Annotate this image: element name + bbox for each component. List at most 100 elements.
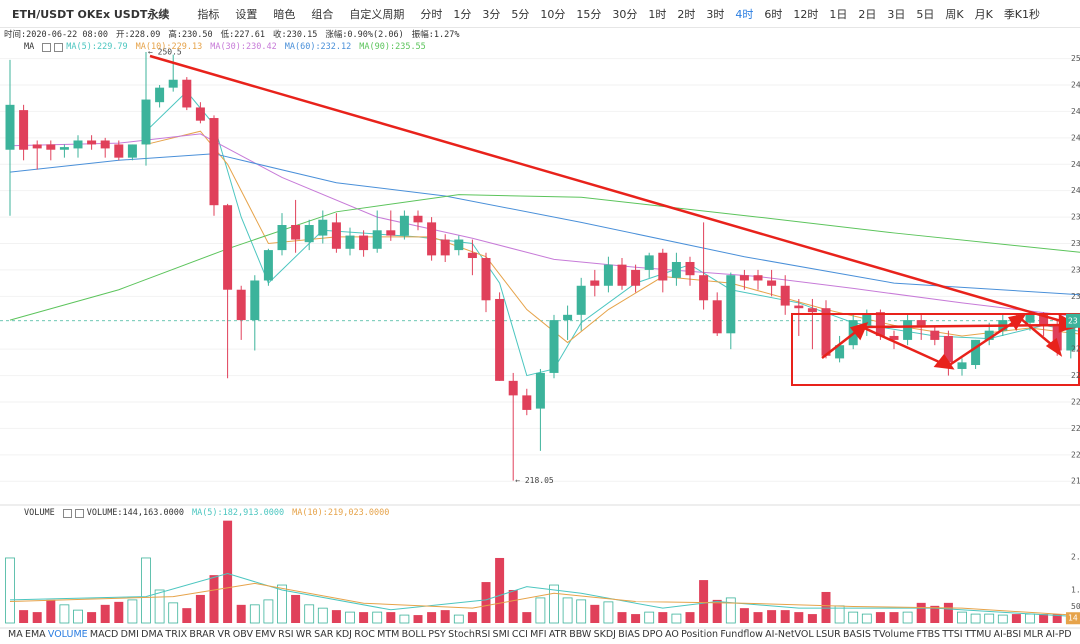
period-button[interactable]: 月K — [974, 7, 993, 21]
period-button[interactable]: 分时 — [420, 7, 443, 21]
period-button[interactable]: 5分 — [511, 7, 530, 21]
info-field: 振幅:1.27% — [411, 30, 460, 40]
indicator-tab[interactable]: ATR — [548, 629, 567, 640]
indicator-tab[interactable]: TRIX — [165, 629, 188, 640]
settings-box[interactable] — [62, 509, 72, 518]
info-field: 时间:2020-06-22 08:00 — [4, 30, 108, 40]
settings-box[interactable] — [54, 43, 64, 52]
toolbar: ETH/USDT OKEx USDT永续 指标 设置 暗色 组合 自定义周期 分时 1分 3分 5… — [0, 0, 1080, 28]
volume-bar — [767, 610, 777, 623]
toolbar-button[interactable]: 指标 — [197, 7, 220, 21]
level-arrow — [861, 323, 1069, 329]
period-button[interactable]: 4时 — [735, 7, 754, 21]
volume-bar — [304, 604, 315, 624]
indicator-tab[interactable]: MA — [8, 629, 23, 640]
custom-period[interactable]: 自定义周期 — [349, 7, 405, 21]
volume-bar — [481, 582, 491, 623]
volume-bar — [753, 612, 763, 623]
period-button[interactable]: 5日 — [916, 7, 935, 21]
indicator-tab[interactable]: TTSI — [942, 629, 963, 640]
indicator-tab[interactable]: MTM — [377, 629, 400, 640]
candle-body — [168, 79, 178, 88]
indicator-tab[interactable]: WR — [295, 629, 312, 640]
period-button[interactable]: 2时 — [677, 7, 696, 21]
candle-body — [835, 345, 845, 359]
y-tick-label: 24 — [1071, 133, 1080, 142]
indicator-tab[interactable]: DMI — [120, 629, 139, 640]
period-button[interactable]: 季K — [1003, 7, 1023, 21]
volume-bar — [576, 599, 587, 624]
candle-body — [223, 205, 233, 290]
indicator-tab[interactable]: ROC — [354, 629, 375, 640]
candle-body — [685, 261, 695, 276]
period-button[interactable]: 1日 — [829, 7, 848, 21]
indicator-tab[interactable]: MACD — [89, 629, 119, 640]
indicator-tab[interactable]: EMV — [255, 629, 276, 640]
period-button[interactable]: 2日 — [858, 7, 877, 21]
indicator-tab[interactable]: TTMU — [964, 629, 992, 640]
settings-box[interactable] — [42, 43, 52, 52]
period-button[interactable]: 12时 — [793, 7, 819, 21]
indicator-tab[interactable]: VR — [217, 629, 231, 640]
price-annotation: ← 218.05 — [515, 476, 554, 485]
indicator-tab[interactable]: VOLUME — [47, 629, 88, 640]
volume-bar — [644, 611, 655, 624]
indicator-tab[interactable]: KDJ — [335, 629, 352, 640]
period-button[interactable]: 3日 — [887, 7, 906, 21]
volume-bar — [807, 614, 817, 623]
period-button[interactable]: 1分 — [453, 7, 472, 21]
indicator-tab[interactable]: BASIS — [843, 629, 871, 640]
volume-bar — [331, 610, 341, 623]
period-button[interactable]: 10分 — [540, 7, 566, 21]
indicator-tab[interactable]: Fundflow — [720, 629, 763, 640]
period-button[interactable]: 3时 — [706, 7, 725, 21]
indicator-tab[interactable]: StochRSI — [448, 629, 491, 640]
indicator-tab[interactable]: BIAS — [618, 629, 641, 640]
toolbar-button[interactable]: 设置 — [235, 7, 258, 21]
refresh-rate[interactable]: 1秒 — [1022, 7, 1040, 21]
indicator-tab[interactable]: TVolume — [873, 629, 915, 640]
settings-box[interactable] — [74, 509, 84, 518]
period-button[interactable]: 30分 — [612, 7, 638, 21]
period-button[interactable]: 3分 — [482, 7, 501, 21]
volume-bar — [100, 604, 110, 623]
volume-value: MA(10):219,023.0000 — [292, 508, 390, 518]
indicator-tab[interactable]: Position — [681, 629, 719, 640]
ma-line — [9, 153, 1080, 296]
indicator-tab[interactable]: BOLL — [401, 629, 427, 640]
indicator-tab[interactable]: DPO — [642, 629, 663, 640]
indicator-tab[interactable]: MFI — [530, 629, 547, 640]
indicator-tab[interactable]: MLR — [1023, 629, 1044, 640]
period-button[interactable]: 15分 — [576, 7, 602, 21]
indicator-tab[interactable]: AI-PD — [1045, 629, 1072, 640]
symbol-title[interactable]: ETH/USDT OKEx USDT永续 — [12, 7, 170, 21]
indicator-tab[interactable]: SKDJ — [593, 629, 616, 640]
indicator-tab[interactable]: AI-BSI — [993, 629, 1022, 640]
volume-bar — [114, 601, 124, 623]
period-button[interactable]: 6时 — [764, 7, 783, 21]
volume-bar — [19, 610, 29, 623]
indicator-tab[interactable]: SAR — [314, 629, 334, 640]
indicator-tab[interactable]: FTBS — [916, 629, 941, 640]
indicator-tab[interactable]: AI-NetVOL — [765, 629, 814, 640]
indicator-tab[interactable]: PSY — [428, 629, 446, 640]
indicator-tab[interactable]: RSI — [278, 629, 294, 640]
indicator-tab[interactable]: CCI — [511, 629, 528, 640]
indicator-tab[interactable]: BBW — [569, 629, 592, 640]
ma-value: MA(5):229.79 — [66, 42, 128, 52]
toolbar-button[interactable]: 暗色 — [273, 7, 296, 21]
candle-body — [984, 330, 994, 340]
y-tick-label: 25 — [1071, 54, 1080, 63]
indicator-tab[interactable]: BRAR — [189, 629, 216, 640]
indicator-tab[interactable]: OBV — [232, 629, 253, 640]
period-button[interactable]: 1时 — [648, 7, 667, 21]
indicator-tab[interactable]: SMI — [492, 629, 510, 640]
indicator-tab[interactable]: DMA — [141, 629, 164, 640]
indicator-tab[interactable]: LSUR — [815, 629, 841, 640]
indicator-tab[interactable]: AO — [665, 629, 679, 640]
candle-body — [413, 215, 423, 223]
indicator-tab[interactable]: EMA — [24, 629, 46, 640]
volume-bar — [440, 610, 450, 623]
period-button[interactable]: 周K — [945, 7, 964, 21]
toolbar-button[interactable]: 组合 — [311, 7, 334, 21]
